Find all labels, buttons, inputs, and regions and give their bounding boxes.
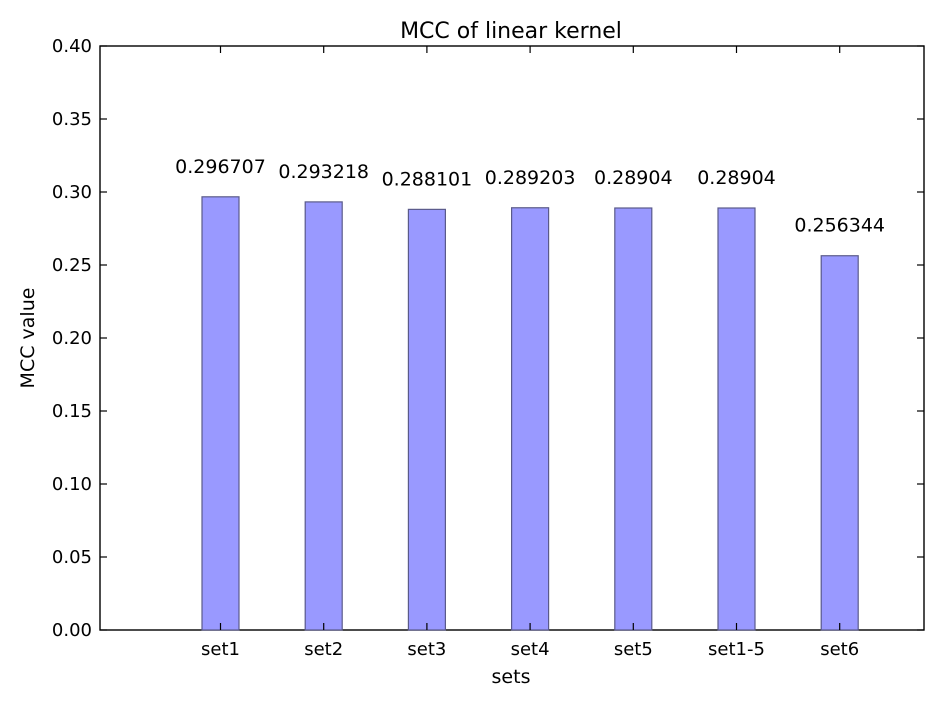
bar-set4 <box>511 207 550 631</box>
y-axis-label: MCC value <box>17 288 39 389</box>
x-tick-label-set6: set6 <box>820 639 859 660</box>
y-tick-label: 0.05 <box>52 547 92 568</box>
y-tick-label: 0.25 <box>52 255 92 276</box>
y-tick-label: 0.20 <box>52 328 92 349</box>
bar-set1 <box>201 196 240 631</box>
bar-set1-5 <box>717 207 756 631</box>
data-labels-group: 0.296707 0.293218 0.288101 0.289203 0.28904 0… <box>175 156 885 237</box>
data-label-set4: 0.289203 <box>485 167 576 189</box>
y-tick-label: 0.10 <box>52 474 92 495</box>
y-tick-label: 0.40 <box>52 36 92 57</box>
y-tick-label: 0.30 <box>52 182 92 203</box>
x-tick-label-set1: set1 <box>201 639 240 660</box>
y-tick-label: 0.35 <box>52 109 92 130</box>
y-tick-label: 0.15 <box>52 401 92 422</box>
bars-group <box>201 196 859 631</box>
bar-set2 <box>304 201 343 631</box>
data-label-set6: 0.256344 <box>794 215 885 237</box>
data-label-set5: 0.28904 <box>594 167 673 189</box>
x-tick-label-set5: set5 <box>614 639 653 660</box>
bar-set5 <box>614 207 653 631</box>
bar-set6 <box>820 255 859 631</box>
y-axis-ticks: 0.00 0.05 0.10 0.15 0.20 0.25 0.30 0.35 0.40 <box>52 36 924 641</box>
data-label-set1-5: 0.28904 <box>697 167 776 189</box>
x-axis-label: sets <box>492 666 531 688</box>
bar-set3 <box>407 208 446 631</box>
x-tick-label-set2: set2 <box>304 639 343 660</box>
x-tick-label-set4: set4 <box>511 639 550 660</box>
x-tick-label-set3: set3 <box>407 639 446 660</box>
data-label-set1: 0.296707 <box>175 156 266 178</box>
y-tick-label: 0.00 <box>52 620 92 641</box>
x-axis-ticks: set1 set2 set3 set4 set5 set1-5 set6 <box>201 46 859 660</box>
x-tick-label-set1-5: set1-5 <box>708 639 765 660</box>
data-label-set3: 0.288101 <box>382 168 473 190</box>
data-label-set2: 0.293218 <box>278 161 369 183</box>
chart-title: MCC of linear kernel <box>400 19 622 44</box>
